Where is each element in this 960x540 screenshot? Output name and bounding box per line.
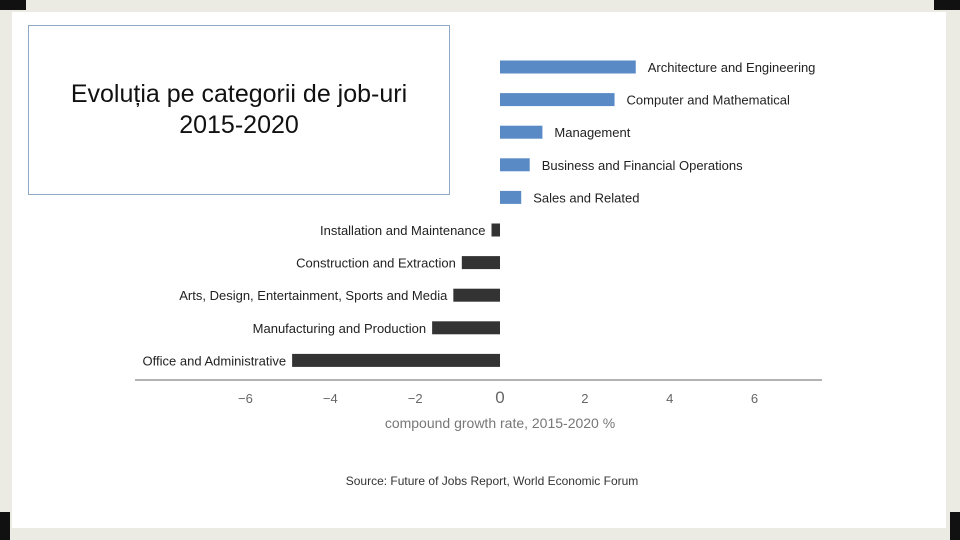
corner-mark-top-right — [934, 0, 960, 10]
x-tick-label-4: 0 — [495, 388, 504, 407]
title-line-2: 2015-2020 — [179, 111, 299, 139]
x-tick-label-6: 4 — [666, 391, 673, 406]
bar-label-9: Manufacturing and Production — [253, 321, 426, 336]
bar-6 — [491, 223, 500, 237]
corner-mark-bottom-right — [950, 512, 960, 540]
bar-7 — [461, 256, 500, 270]
bar-2 — [500, 93, 615, 107]
x-tick-label-3: −2 — [408, 391, 423, 406]
source-note: Source: Future of Jobs Report, World Eco… — [346, 474, 639, 488]
bar-5 — [500, 190, 522, 204]
bar-9 — [432, 321, 500, 335]
slide-title: Evoluția pe categorii de job-uri 2015-20… — [71, 79, 407, 141]
bar-10 — [292, 353, 500, 367]
title-box: Evoluția pe categorii de job-uri 2015-20… — [28, 25, 450, 195]
bar-label-8: Arts, Design, Entertainment, Sports and … — [179, 288, 448, 303]
bar-label-1: Architecture and Engineering — [648, 60, 816, 75]
x-tick-label-7: 6 — [751, 391, 758, 406]
bar-4 — [500, 158, 530, 172]
bar-label-7: Construction and Extraction — [296, 256, 456, 271]
bar-label-5: Sales and Related — [533, 190, 639, 205]
bar-label-10: Office and Administrative — [143, 353, 287, 368]
title-line-1: Evoluția pe categorii de job-uri — [70, 80, 408, 108]
corner-mark-top-left — [0, 0, 26, 10]
x-tick-label-2: −4 — [323, 391, 338, 406]
bar-3 — [500, 125, 543, 139]
bar-label-4: Business and Financial Operations — [542, 158, 743, 173]
bar-label-3: Management — [554, 125, 630, 140]
bar-1 — [500, 60, 636, 74]
x-tick-label-5: 2 — [581, 391, 588, 406]
x-tick-label-1: −6 — [238, 391, 253, 406]
corner-mark-bottom-left — [0, 512, 10, 540]
bar-8 — [453, 288, 500, 302]
x-axis-label: compound growth rate, 2015-2020 % — [385, 415, 615, 431]
bar-label-2: Computer and Mathematical — [627, 93, 790, 108]
bar-label-6: Installation and Maintenance — [320, 223, 486, 238]
